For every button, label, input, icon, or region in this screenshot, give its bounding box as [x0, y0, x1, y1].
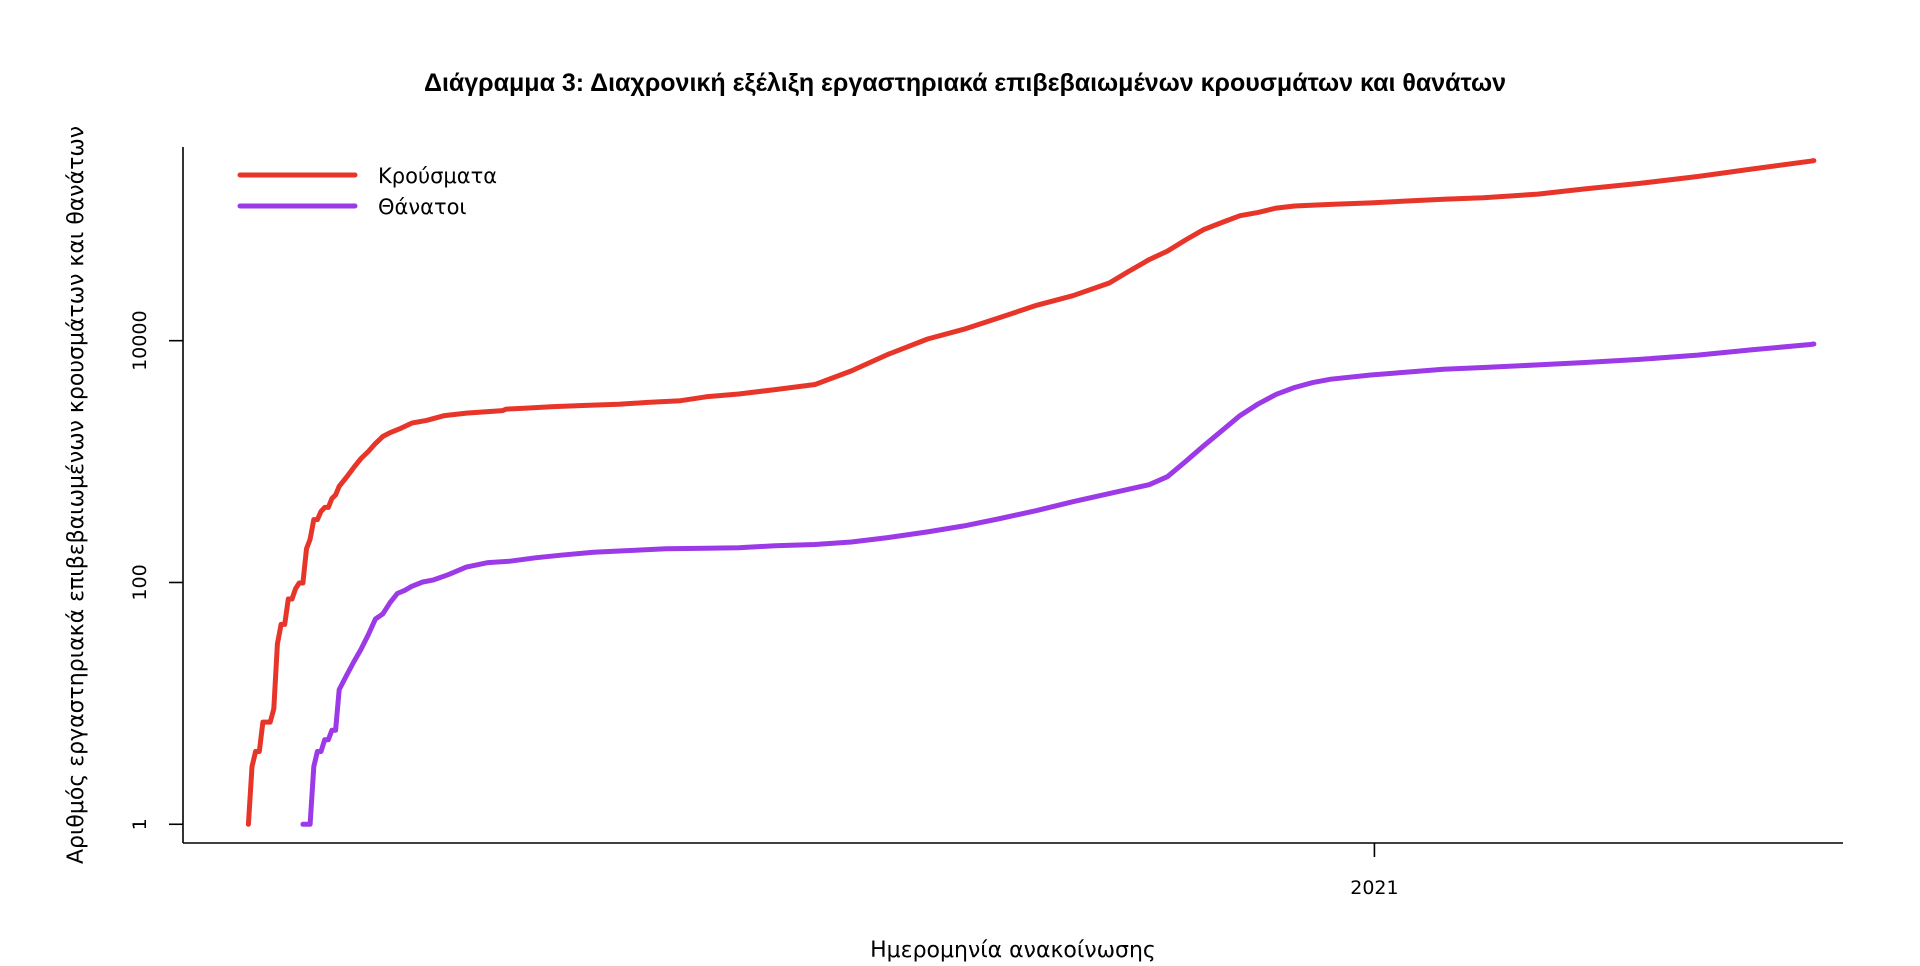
- legend-label-deaths: Θάνατοι: [378, 195, 467, 219]
- chart-title: Διάγραμμα 3: Διαχρονική εξέλιξη εργαστηρ…: [424, 69, 1506, 97]
- x-axis-label: Ημερομηνία ανακοίνωσης: [870, 938, 1156, 963]
- y-axis-ticks: 1 100 10000: [129, 310, 183, 830]
- x-axis-ticks: 2021: [1350, 843, 1399, 899]
- legend-label-cases: Κρούσματα: [378, 164, 497, 188]
- legend: Κρούσματα Θάνατοι: [237, 164, 497, 219]
- y-axis-label: Αριθμός εργαστηριακά επιβεβαιωμένων κρου…: [64, 126, 89, 864]
- y-tick-label: 100: [129, 564, 151, 600]
- y-tick-label: 1: [129, 818, 151, 830]
- series-line-deaths: [300, 341, 1817, 827]
- series-lines: [245, 158, 1817, 827]
- y-tick-label: 10000: [129, 310, 151, 370]
- x-tick-label: 2021: [1350, 877, 1398, 899]
- series-line-cases: [245, 158, 1817, 827]
